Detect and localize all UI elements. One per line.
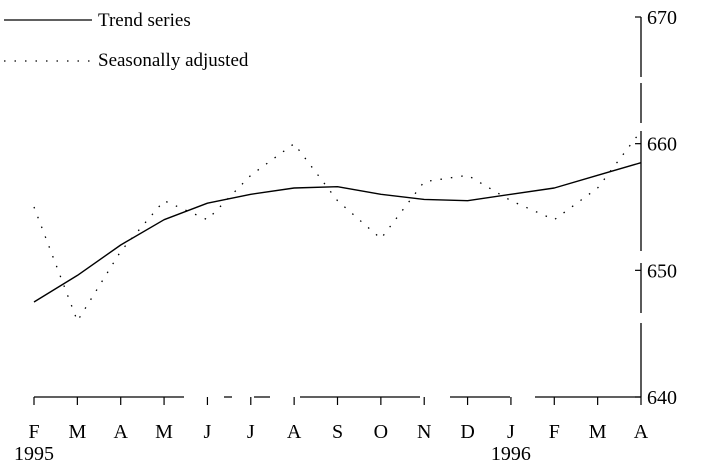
x-tick-label: D bbox=[460, 421, 474, 443]
legend: Trend series Seasonally adjusted bbox=[4, 10, 249, 71]
x-tick-label: F bbox=[28, 421, 39, 443]
x-tick-label: M bbox=[68, 421, 86, 443]
x-tick-label: M bbox=[155, 421, 173, 443]
legend-label-trend-series: Trend series bbox=[98, 10, 191, 31]
series-line-trend-series bbox=[33, 162, 642, 303]
y-axis-ticks: 640 650 660 670 bbox=[635, 7, 677, 409]
legend-label-seasonally-adjusted: Seasonally adjusted bbox=[98, 50, 249, 71]
x-tick-label: A bbox=[634, 421, 649, 443]
x-tick-label: F bbox=[549, 421, 560, 443]
x-tick-label: A bbox=[113, 421, 128, 443]
x-tick-label: O bbox=[374, 421, 388, 443]
x-year-label: 1995 bbox=[14, 443, 54, 465]
x-tick-label: M bbox=[589, 421, 607, 443]
x-tick-label: S bbox=[332, 421, 343, 443]
x-tick-label: J bbox=[507, 421, 515, 443]
y-tick-label: 640 bbox=[647, 387, 677, 409]
y-tick-label: 670 bbox=[647, 7, 677, 29]
y-tick-label: 660 bbox=[647, 134, 677, 156]
x-tick-label: A bbox=[287, 421, 302, 443]
series-line-seasonally-adjusted bbox=[33, 130, 642, 322]
x-axis-ticks: F M A M J J A S O N D J F M A 1995 1996 bbox=[14, 397, 649, 465]
y-tick-label: 650 bbox=[647, 260, 677, 282]
series-layer bbox=[33, 130, 642, 322]
x-tick-label: N bbox=[417, 421, 431, 443]
x-year-label: 1996 bbox=[491, 443, 531, 465]
x-tick-label: J bbox=[247, 421, 255, 443]
x-tick-label: J bbox=[204, 421, 212, 443]
